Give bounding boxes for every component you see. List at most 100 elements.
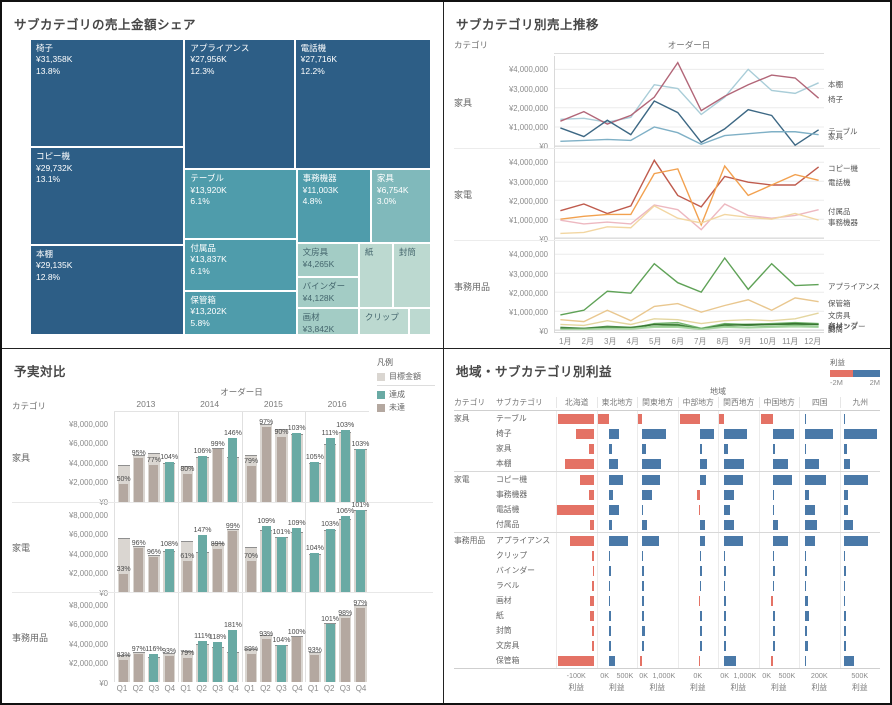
profit-bar[interactable] xyxy=(609,610,611,621)
profit-bar[interactable] xyxy=(771,655,773,666)
profit-bar[interactable] xyxy=(641,640,645,651)
budget-actual-bar[interactable] xyxy=(261,638,271,682)
profit-bar[interactable] xyxy=(609,535,629,546)
profit-bar[interactable] xyxy=(723,595,726,606)
profit-bar[interactable] xyxy=(770,595,773,606)
profit-bar[interactable] xyxy=(700,474,707,485)
profit-bar[interactable] xyxy=(843,489,848,500)
profit-bar[interactable] xyxy=(719,413,724,424)
budget-actual-bar[interactable] xyxy=(134,548,144,592)
budget-actual-bar[interactable] xyxy=(355,608,365,682)
profit-bar[interactable] xyxy=(772,640,775,651)
budget-actual-bar[interactable] xyxy=(325,623,335,682)
profit-bar[interactable] xyxy=(641,535,659,546)
profit-bar[interactable] xyxy=(700,565,702,576)
profit-bar[interactable] xyxy=(609,655,616,666)
treemap-cell-保管箱[interactable]: 保管箱 ¥13,202K 5.8% xyxy=(184,290,297,335)
budget-actual-bar[interactable] xyxy=(134,457,144,502)
budget-actual-bar[interactable] xyxy=(164,655,174,682)
profit-bar[interactable] xyxy=(804,504,815,515)
budget-actual-bar[interactable] xyxy=(246,653,256,682)
profit-bar[interactable] xyxy=(804,535,815,546)
budget-actual-bar[interactable] xyxy=(182,473,192,502)
profit-bar[interactable] xyxy=(609,458,619,469)
profit-bar[interactable] xyxy=(558,655,594,666)
profit-bar[interactable] xyxy=(772,625,775,636)
profit-bar[interactable] xyxy=(609,504,620,515)
profit-bar[interactable] xyxy=(772,428,795,439)
profit-bar[interactable] xyxy=(700,550,702,561)
profit-bar[interactable] xyxy=(591,625,594,636)
profit-bar[interactable] xyxy=(699,655,701,666)
profit-bar[interactable] xyxy=(570,535,594,546)
budget-actual-bar[interactable] xyxy=(119,574,129,592)
profit-bar[interactable] xyxy=(723,428,748,439)
budget-actual-bar[interactable] xyxy=(182,561,192,592)
profit-bar[interactable] xyxy=(700,443,703,454)
profit-bar[interactable] xyxy=(700,535,705,546)
profit-bar[interactable] xyxy=(723,489,735,500)
profit-bar[interactable] xyxy=(843,428,878,439)
budget-actual-bar[interactable] xyxy=(198,535,208,592)
profit-bar[interactable] xyxy=(641,625,645,636)
trend-line-保管箱[interactable] xyxy=(560,298,818,322)
budget-actual-bar[interactable] xyxy=(292,433,302,502)
treemap-cell-家具[interactable]: 家具 ¥6,754K 3.0% xyxy=(370,169,431,244)
budget-actual-bar[interactable] xyxy=(198,640,208,682)
profit-bar[interactable] xyxy=(700,580,702,591)
profit-bar[interactable] xyxy=(843,655,854,666)
profit-bar[interactable] xyxy=(723,565,727,576)
budget-actual-bar[interactable] xyxy=(340,617,350,682)
profit-bar[interactable] xyxy=(558,413,594,424)
profit-bar[interactable] xyxy=(609,580,611,591)
profit-bar[interactable] xyxy=(700,640,703,651)
treemap-cell-付属品[interactable]: 付属品 ¥13,837K 6.1% xyxy=(184,238,297,291)
profit-bar[interactable] xyxy=(772,535,788,546)
profit-bar[interactable] xyxy=(723,458,745,469)
profit-bar[interactable] xyxy=(723,443,728,454)
profit-bar[interactable] xyxy=(843,550,845,561)
profit-bar[interactable] xyxy=(700,428,715,439)
budget-actual-bar[interactable] xyxy=(310,553,320,592)
profit-bar[interactable] xyxy=(723,519,734,530)
profit-bar[interactable] xyxy=(609,595,611,606)
treemap-cell-アプライアンス[interactable]: アプライアンス ¥27,956K 12.3% xyxy=(184,39,295,170)
profit-bar[interactable] xyxy=(772,458,789,469)
budget-actual-bar[interactable] xyxy=(119,660,129,682)
profit-bar[interactable] xyxy=(579,474,594,485)
profit-bar[interactable] xyxy=(843,625,846,636)
budget-actual-bar[interactable] xyxy=(340,515,350,592)
profit-bar[interactable] xyxy=(772,580,774,591)
profit-bar[interactable] xyxy=(723,655,736,666)
profit-bar[interactable] xyxy=(843,413,845,424)
profit-bar[interactable] xyxy=(723,580,725,591)
profit-bar[interactable] xyxy=(804,413,806,424)
profit-bar[interactable] xyxy=(804,519,817,530)
profit-bar[interactable] xyxy=(641,489,652,500)
profit-bar[interactable] xyxy=(723,504,730,515)
profit-bar[interactable] xyxy=(592,565,594,576)
profit-bar[interactable] xyxy=(640,655,642,666)
budget-actual-bar[interactable] xyxy=(261,427,271,502)
profit-bar[interactable] xyxy=(700,625,703,636)
profit-bar[interactable] xyxy=(723,474,743,485)
treemap-cell-椅子[interactable]: 椅子 ¥31,358K 13.8% xyxy=(30,39,185,148)
profit-bar[interactable] xyxy=(680,413,701,424)
budget-actual-bar[interactable] xyxy=(246,465,256,502)
profit-bar[interactable] xyxy=(772,474,793,485)
budget-actual-bar[interactable] xyxy=(228,437,238,502)
treemap-cell-電話機[interactable]: 電話機 ¥27,716K 12.2% xyxy=(294,39,431,170)
profit-bar[interactable] xyxy=(804,443,807,454)
trend-line-電話機[interactable] xyxy=(560,166,818,225)
profit-bar[interactable] xyxy=(772,443,775,454)
profit-bar[interactable] xyxy=(772,489,774,500)
budget-actual-bar[interactable] xyxy=(310,461,320,502)
profit-bar[interactable] xyxy=(700,610,703,621)
profit-bar[interactable] xyxy=(641,550,644,561)
profit-bar[interactable] xyxy=(843,640,846,651)
profit-bar[interactable] xyxy=(575,428,594,439)
profit-bar[interactable] xyxy=(843,474,869,485)
trend-line-コピー機[interactable] xyxy=(560,160,818,213)
profit-bar[interactable] xyxy=(589,610,594,621)
treemap-cell-コピー機[interactable]: コピー機 ¥29,732K 13.1% xyxy=(30,147,185,245)
